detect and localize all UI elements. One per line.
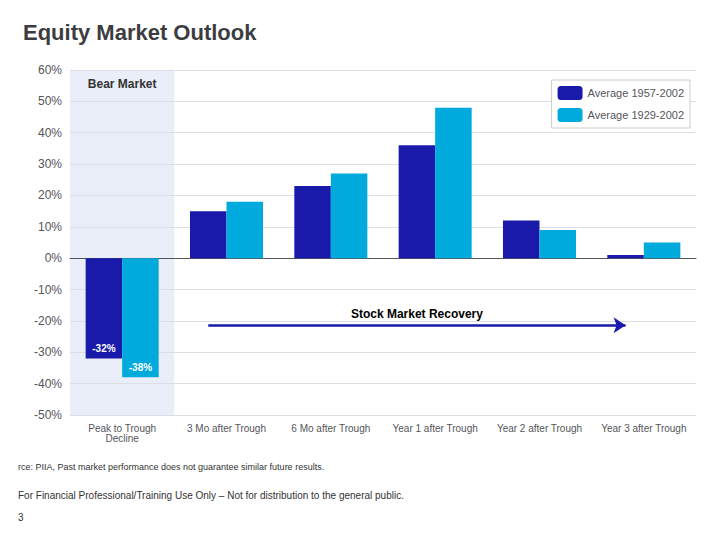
svg-text:3: 3 — [18, 512, 24, 523]
svg-text:30%: 30% — [38, 157, 62, 171]
svg-text:-38%: -38% — [129, 362, 152, 373]
svg-text:40%: 40% — [38, 126, 62, 140]
svg-text:20%: 20% — [38, 188, 62, 202]
svg-text:Year 3 after Trough: Year 3 after Trough — [601, 423, 686, 434]
svg-text:-20%: -20% — [34, 314, 62, 328]
svg-text:Year 2 after Trough: Year 2 after Trough — [497, 423, 582, 434]
svg-text:Equity Market Outlook: Equity Market Outlook — [23, 20, 257, 45]
svg-text:For Financial Professional/Tra: For Financial Professional/Training Use … — [18, 490, 404, 501]
svg-text:Average 1957-2002: Average 1957-2002 — [588, 87, 684, 99]
svg-text:50%: 50% — [38, 94, 62, 108]
svg-text:Stock Market Recovery: Stock Market Recovery — [351, 307, 483, 321]
svg-text:-10%: -10% — [34, 283, 62, 297]
svg-text:Bear Market: Bear Market — [88, 77, 157, 91]
svg-text:-40%: -40% — [34, 377, 62, 391]
svg-text:60%: 60% — [38, 63, 62, 77]
svg-text:10%: 10% — [38, 220, 62, 234]
svg-text:-30%: -30% — [34, 345, 62, 359]
svg-text:Decline: Decline — [105, 433, 139, 444]
svg-text:rce: PIIA, Past market perform: rce: PIIA, Past market performance does … — [18, 462, 324, 472]
svg-text:Year 1 after Trough: Year 1 after Trough — [393, 423, 478, 434]
svg-text:0%: 0% — [45, 251, 63, 265]
svg-text:6 Mo after Trough: 6 Mo after Trough — [291, 423, 370, 434]
svg-text:-32%: -32% — [92, 343, 115, 354]
svg-text:3 Mo after Trough: 3 Mo after Trough — [187, 423, 266, 434]
svg-text:Average 1929-2002: Average 1929-2002 — [588, 109, 684, 121]
svg-text:Peak to Trough: Peak to Trough — [88, 422, 157, 434]
svg-text:-50%: -50% — [34, 408, 62, 422]
